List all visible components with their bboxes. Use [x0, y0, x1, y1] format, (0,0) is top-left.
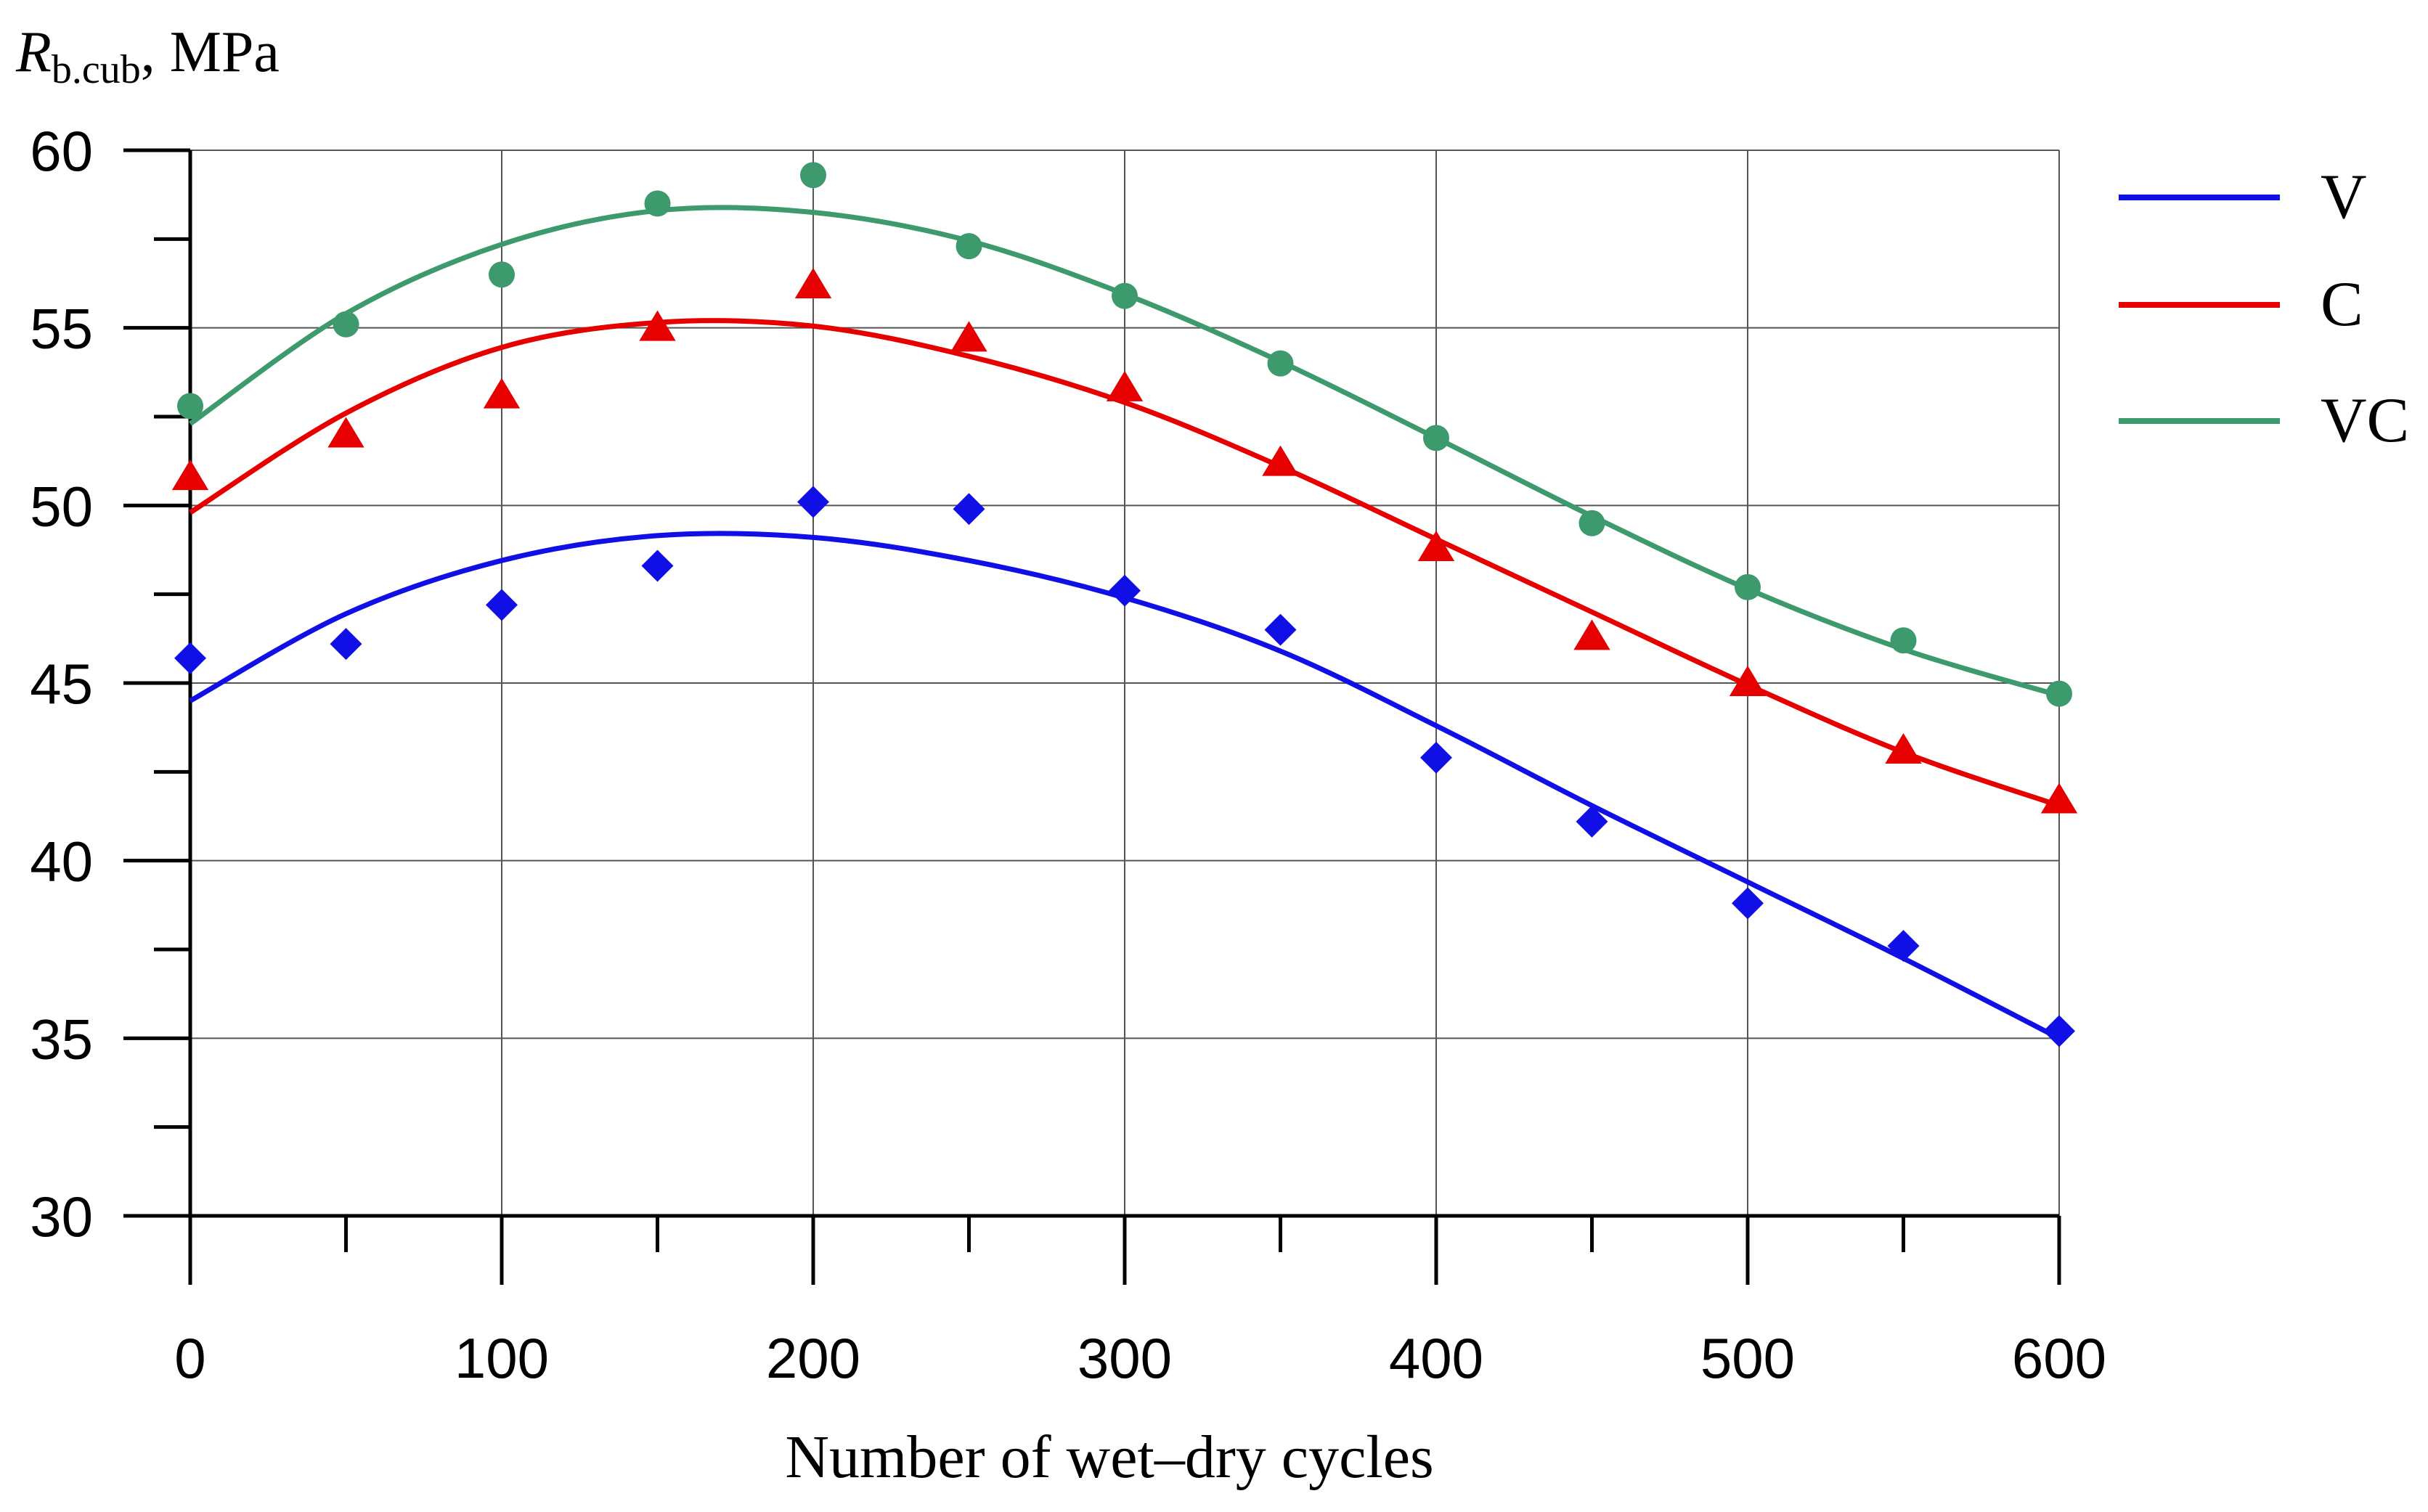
point-vc-350	[1267, 350, 1294, 377]
point-v-0	[174, 642, 206, 674]
point-v-300	[1109, 574, 1141, 607]
y-tick-label-55: 55	[30, 297, 93, 361]
y-tick-label-60: 60	[30, 119, 93, 183]
point-v-200	[797, 486, 829, 518]
y-axis-label: Rb.cub, MPa	[15, 20, 280, 92]
point-vc-450	[1578, 510, 1605, 536]
point-c-500	[1729, 666, 1767, 696]
x-tick-label-600: 600	[2012, 1326, 2106, 1390]
x-tick-label-400: 400	[1389, 1326, 1483, 1390]
point-vc-300	[1112, 282, 1138, 309]
point-v-350	[1264, 613, 1297, 646]
legend: V C VC	[2119, 162, 2409, 456]
point-vc-150	[644, 190, 671, 217]
point-c-600	[2040, 782, 2078, 814]
point-c-0	[171, 459, 209, 491]
point-vc-550	[1890, 627, 1917, 654]
x-axis-label: Number of wet–dry cycles	[785, 1423, 1433, 1491]
point-c-100	[483, 377, 521, 409]
point-c-50	[327, 417, 364, 448]
point-vc-600	[2046, 680, 2072, 707]
data-points	[171, 162, 2078, 1047]
point-v-100	[486, 589, 518, 621]
point-c-400	[1417, 531, 1455, 562]
legend-label-v: V	[2321, 162, 2367, 232]
point-vc-400	[1423, 425, 1449, 451]
point-v-400	[1420, 741, 1452, 774]
legend-item-c: C	[2119, 269, 2363, 340]
point-c-250	[950, 321, 987, 352]
x-tick-label-200: 200	[766, 1326, 860, 1390]
x-tick-label-500: 500	[1700, 1326, 1795, 1390]
point-c-550	[1885, 732, 1922, 764]
y-tick-label-45: 45	[30, 652, 93, 716]
x-tick-label-0: 0	[174, 1326, 205, 1390]
legend-item-vc: VC	[2119, 385, 2409, 456]
fit-curve-v	[189, 531, 2061, 1041]
y-tick-label-30: 30	[30, 1185, 93, 1249]
y-tick-label-35: 35	[30, 1007, 93, 1071]
legend-item-v: V	[2119, 162, 2367, 232]
point-v-600	[2043, 1015, 2075, 1047]
legend-label-c: C	[2321, 269, 2363, 340]
point-c-450	[1573, 619, 1610, 650]
point-v-150	[641, 549, 674, 582]
ticks	[123, 148, 2061, 1285]
point-v-450	[1576, 805, 1608, 838]
point-v-250	[953, 493, 985, 526]
point-vc-250	[956, 233, 982, 260]
legend-label-vc: VC	[2321, 385, 2409, 456]
x-tick-label-300: 300	[1077, 1326, 1172, 1390]
point-c-200	[794, 267, 832, 298]
point-c-150	[639, 310, 676, 341]
point-v-550	[1887, 930, 1920, 963]
point-vc-0	[177, 393, 203, 420]
point-c-300	[1106, 370, 1144, 401]
point-v-500	[1732, 887, 1764, 920]
point-vc-100	[489, 261, 515, 288]
y-tick-label-50: 50	[30, 474, 93, 538]
y-tick-label-40: 40	[30, 830, 93, 894]
point-vc-500	[1735, 573, 1761, 600]
point-c-350	[1262, 445, 1299, 476]
point-vc-50	[333, 311, 359, 338]
x-tick-label-100: 100	[455, 1326, 549, 1390]
point-vc-200	[800, 162, 826, 189]
point-v-50	[330, 628, 362, 661]
